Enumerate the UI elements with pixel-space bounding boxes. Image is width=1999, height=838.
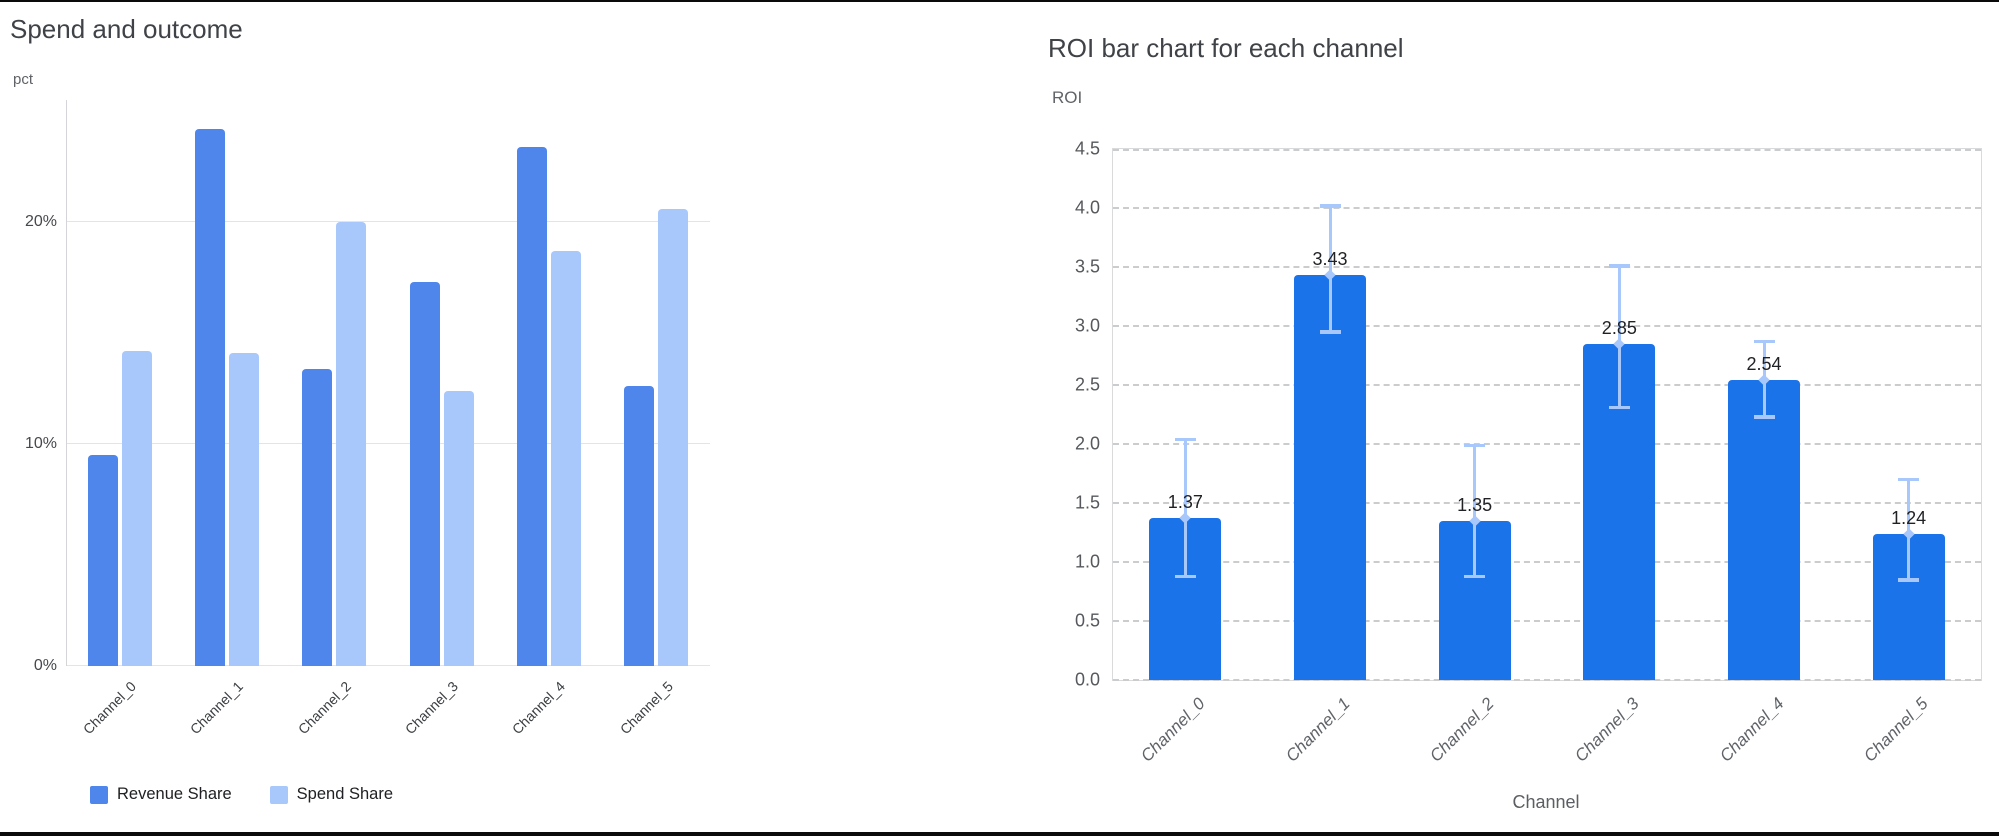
bar-value-label: 3.43 [1312,249,1348,270]
error-bar-line [1183,439,1187,577]
left-y-axis-unit: pct [13,71,34,88]
error-bar-cap-low [1753,415,1775,419]
grid-line [1113,207,1981,209]
bar-revenue-share [517,146,547,666]
error-bar-cap-low [1464,574,1486,579]
grid-line [1113,502,1981,504]
bar-spend-share [229,353,259,666]
bar-revenue-share [624,386,655,666]
grid-line [1113,679,1981,681]
error-bar-cap-high [1753,339,1775,344]
bar-value-label: 1.35 [1457,494,1493,515]
grid-line [1113,443,1981,445]
y-tick-label: 3.0 [1074,315,1100,336]
y-tick-label: 4.0 [1074,197,1100,218]
bar-spend-share [121,350,152,666]
right-chart-title: ROI bar chart for each channel [1048,33,1404,63]
x-tick-label: Channel_3 [401,678,461,738]
error-bar-line [1473,445,1477,577]
x-tick-label: Channel_5 [1860,694,1933,766]
grid-line [1113,384,1981,386]
bottom-rule [0,832,1999,836]
x-tick-label: Channel_5 [616,678,676,738]
bar-spend-share [336,222,367,666]
y-tick-label: 0.5 [1074,610,1100,631]
x-tick-label: Channel_1 [187,678,247,738]
legend-item-spend-share: Spend Share [269,785,393,804]
legend-label: Revenue Share [117,785,232,803]
grid-line [1113,561,1981,563]
y-tick-label: 2.0 [1074,433,1100,454]
bar-revenue-share [87,455,118,666]
error-bar-cap-low [1319,330,1341,334]
error-bar-cap-high [1319,204,1341,208]
right-plot-area: 0.0 0.5 1.0 1.5 2.0 2.5 3.0 3.5 4.0 4.5 1.37 Channe… [1075,139,1982,766]
bar-revenue-share [302,368,333,666]
y-tick-label: 1.0 [1074,551,1100,572]
y-axis-line [66,100,67,666]
left-chart-title: Spend and outcome [10,14,243,44]
error-bar-line [1328,205,1332,332]
grid-line [66,221,710,223]
y-tick-label: 1.5 [1074,492,1100,513]
y-tick-label: 20% [24,213,57,231]
legend-item-revenue-share: Revenue Share [90,785,232,804]
left-legend: Revenue Share Spend Share [90,785,393,804]
x-tick-label: Channel_2 [1426,694,1499,766]
y-tick-label: 10% [24,435,57,453]
bar-revenue-share [195,128,225,666]
bar-spend-share [551,250,581,666]
right-x-axis-title: Channel [1512,792,1580,812]
bar-value-label: 1.24 [1891,507,1927,528]
grid-line [1113,149,1981,151]
y-tick-label: 2.5 [1074,374,1100,395]
bar-spend-share [443,390,474,666]
grid-line [1113,266,1981,268]
x-tick-label: Channel_3 [1571,694,1643,766]
bar-spend-share [658,208,689,666]
x-tick-label: Channel_0 [1137,694,1209,766]
legend-label: Spend Share [296,785,393,803]
x-tick-label: Channel_2 [294,678,354,738]
legend-swatch [269,785,288,804]
bar-value-label: 2.54 [1746,354,1782,375]
y-tick-label: 0.0 [1074,669,1100,690]
y-tick-label: 3.5 [1074,256,1100,277]
error-bar-cap-low [1174,574,1196,579]
x-tick-label: Channel_4 [1715,694,1788,766]
roi-bar [1294,275,1366,680]
grid-line [1113,620,1981,622]
roi-bar [1728,380,1800,680]
x-tick-label: Channel_0 [79,678,139,738]
right-y-axis-unit: ROI [1052,88,1083,107]
bar-value-label: 1.37 [1167,492,1203,513]
bar-value-label: 2.85 [1601,317,1637,338]
error-bar-cap-low [1608,405,1630,410]
left-plot-area: 0% 10% 20% Channel_0 Channel_1 Channel_2 Chann… [25,100,710,737]
error-bar-cap-high [1898,477,1920,482]
error-bar-cap-high [1464,443,1486,448]
error-bar-cap-high [1174,437,1196,442]
grid-line [66,665,710,666]
legend-swatch [90,785,108,804]
error-bar-cap-high [1608,264,1630,268]
y-tick-label: 4.5 [1074,138,1100,159]
error-bar-cap-low [1898,578,1920,582]
x-tick-label: Channel_4 [509,678,569,738]
grid-line [1113,325,1981,327]
bar-revenue-share [409,282,440,666]
grid-line [66,443,710,445]
error-bar-line [1617,265,1621,408]
x-tick-label: Channel_1 [1281,694,1354,766]
y-tick-label: 0% [33,657,57,674]
top-rule [0,0,1999,2]
